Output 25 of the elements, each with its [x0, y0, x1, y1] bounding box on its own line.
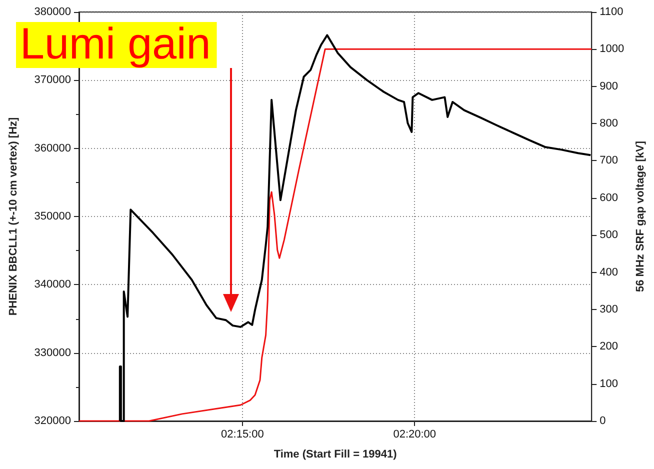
y-tick-label: 320000	[34, 415, 71, 427]
y-tick-label: 360000	[34, 142, 71, 154]
y2-tick-label: 1100	[600, 6, 624, 18]
y2-tick-label: 700	[600, 154, 618, 167]
y2-axis-title: 56 MHz SRF gap voltage [kV]	[634, 140, 646, 292]
y-tick-label: 340000	[34, 278, 71, 291]
x-axis-title: Time (Start Fill = 19941)	[274, 448, 398, 460]
y2-tick-label: 200	[600, 340, 618, 353]
x-tick-label: 02:20:00	[393, 428, 436, 440]
y2-tick-label: 900	[600, 80, 618, 92]
annotation: Lumi gain	[20, 20, 211, 68]
y-tick-label: 350000	[34, 210, 71, 222]
x-tick-label: 02:15:00	[221, 428, 264, 440]
y2-tick-label: 400	[600, 266, 618, 278]
y-axis-title: PHENIX BBCLL1 (+-10 cm vertex) [Hz]	[8, 116, 20, 316]
y2-tick-label: 100	[600, 378, 618, 390]
y2-tick-label: 500	[600, 229, 618, 242]
y-tick-label: 330000	[34, 346, 71, 359]
y2-tick-label: 300	[600, 303, 618, 316]
y-tick-label: 370000	[34, 74, 71, 86]
y2-tick-label: 1000	[600, 43, 624, 56]
y2-tick-label: 0	[600, 415, 606, 427]
y2-tick-label: 800	[600, 118, 618, 130]
y2-tick-label: 600	[600, 192, 618, 204]
y-tick-label: 380000	[34, 6, 71, 18]
